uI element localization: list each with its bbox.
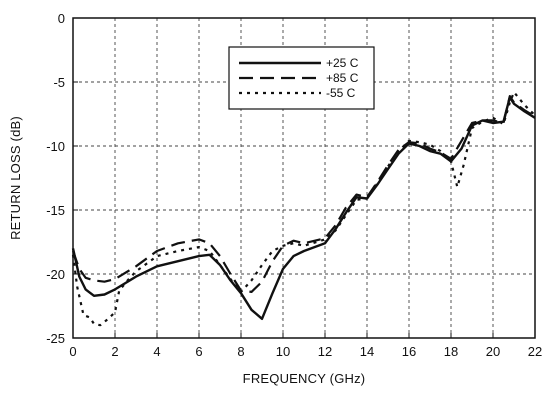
x-tick-label: 2 [111,344,118,359]
legend-label-1: +85 C [326,71,359,85]
legend-box [228,46,375,110]
plot-frame [72,17,536,339]
series-line-1 [71,95,536,293]
x-tick-label: 22 [528,344,542,359]
x-tick-label: 16 [402,344,416,359]
y-axis-label: RETURN LOSS (dB) [8,116,23,240]
series-line-0 [71,96,536,320]
x-tick-label: 6 [195,344,202,359]
y-tick-label: -20 [46,267,65,282]
y-tick-label: 0 [58,11,65,26]
series-layer [71,91,536,327]
y-tick-label: -10 [46,139,65,154]
x-tick-label: 0 [69,344,76,359]
legend: +25 C+85 C-55 C [228,46,375,110]
x-axis-label: FREQUENCY (GHz) [243,371,366,386]
legend-label-0: +25 C [326,56,359,70]
y-tick-label: -25 [46,331,65,346]
y-tick-label: -5 [53,75,65,90]
x-tick-label: 20 [486,344,500,359]
x-tick-label: 12 [318,344,332,359]
x-tick-label: 14 [360,344,374,359]
x-tick-label: 8 [237,344,244,359]
tick-labels: 0 2 4 6 8 10 12 14 16 18 20 22 0 -5 -10 -15 -20 -25 [46,11,542,359]
x-tick-label: 4 [153,344,160,359]
legend-label-2: -55 C [326,86,356,100]
series-line-2 [71,91,536,327]
x-tick-label: 18 [444,344,458,359]
y-tick-label: -15 [46,203,65,218]
x-tick-label: 10 [276,344,290,359]
